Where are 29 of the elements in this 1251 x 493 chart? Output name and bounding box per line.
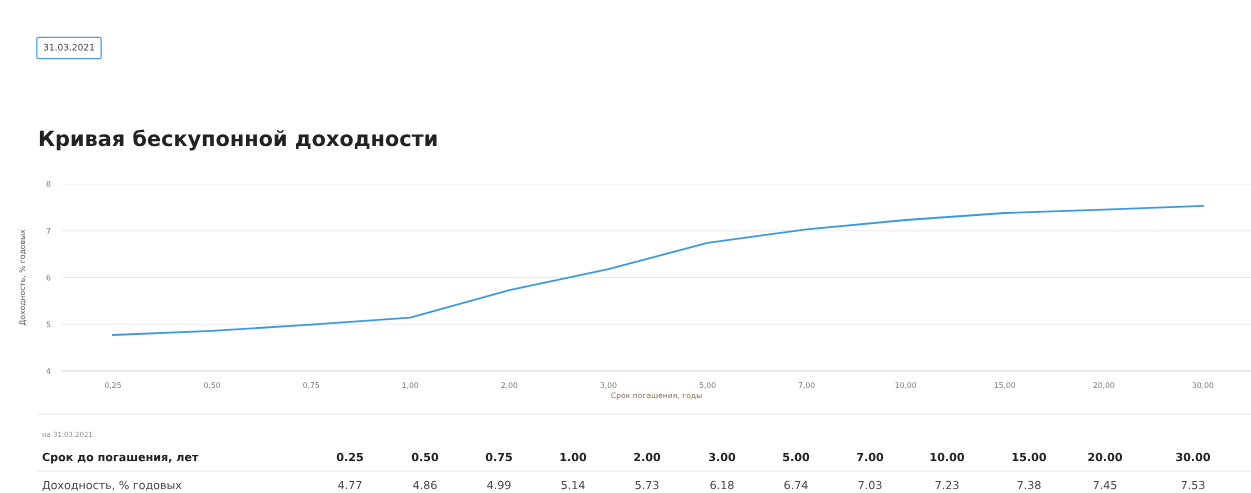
text: 0.75	[485, 452, 512, 462]
text: 4.99	[487, 480, 511, 490]
text: 4.86	[413, 480, 437, 490]
text: 0.50	[411, 452, 439, 462]
text: 1.00	[560, 452, 587, 462]
text: 5.14	[561, 480, 585, 490]
text: 15.00	[1012, 452, 1047, 462]
chart-title: Кривая бескупонной доходности	[39, 129, 437, 151]
text: 31.03.2021	[43, 43, 95, 51]
text: 7.00	[857, 452, 884, 462]
text: 2.00	[634, 452, 661, 462]
text: 7.23	[935, 480, 959, 490]
text: 20.00	[1088, 452, 1123, 462]
text: 4.77	[338, 480, 362, 490]
text: 10.00	[930, 452, 965, 462]
text: 30.00	[1176, 452, 1211, 462]
text: 6.18	[710, 480, 734, 490]
text: 7.38	[1017, 480, 1041, 490]
text: 7.03	[858, 480, 882, 490]
text: 6.74	[784, 480, 808, 490]
text: 7.45	[1093, 480, 1117, 490]
text: Срок до погашения, лет	[42, 452, 199, 464]
text: Доходность, % годовых	[42, 480, 182, 491]
text: 5.00	[783, 452, 810, 462]
text: 3.00	[709, 452, 736, 462]
text: 5.73	[635, 480, 659, 490]
line-series	[112, 205, 1204, 336]
text: 0.25	[336, 452, 363, 462]
text: 7.53	[1181, 480, 1205, 490]
